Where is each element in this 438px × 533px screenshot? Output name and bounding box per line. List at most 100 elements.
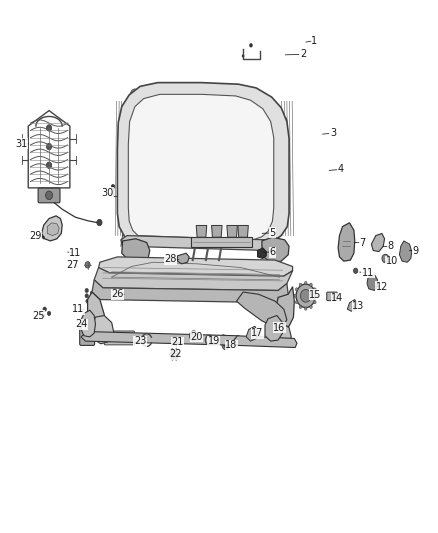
Text: 20: 20 bbox=[190, 332, 202, 342]
Circle shape bbox=[86, 299, 89, 303]
Circle shape bbox=[194, 335, 200, 341]
Text: 11: 11 bbox=[362, 268, 374, 278]
Text: 9: 9 bbox=[412, 246, 418, 255]
Circle shape bbox=[299, 283, 302, 286]
Circle shape bbox=[85, 294, 88, 298]
Circle shape bbox=[304, 281, 307, 285]
Text: 2: 2 bbox=[300, 50, 306, 59]
PathPatch shape bbox=[94, 268, 293, 290]
Text: 21: 21 bbox=[171, 337, 184, 347]
Circle shape bbox=[175, 357, 178, 360]
Circle shape bbox=[90, 296, 94, 301]
PathPatch shape bbox=[88, 292, 106, 337]
Circle shape bbox=[47, 311, 51, 316]
Circle shape bbox=[299, 305, 302, 309]
Circle shape bbox=[283, 157, 287, 163]
Circle shape bbox=[120, 117, 124, 123]
Circle shape bbox=[120, 200, 124, 205]
PathPatch shape bbox=[367, 274, 378, 290]
PathPatch shape bbox=[338, 223, 355, 261]
PathPatch shape bbox=[117, 83, 289, 243]
Circle shape bbox=[46, 125, 52, 131]
Text: 1: 1 bbox=[311, 36, 318, 45]
Circle shape bbox=[133, 335, 138, 341]
Circle shape bbox=[120, 157, 124, 163]
PathPatch shape bbox=[99, 257, 293, 276]
Text: 12: 12 bbox=[376, 282, 388, 292]
Circle shape bbox=[171, 351, 177, 358]
Text: 4: 4 bbox=[338, 165, 344, 174]
Text: 28: 28 bbox=[165, 254, 177, 264]
Circle shape bbox=[46, 143, 52, 150]
Text: 15: 15 bbox=[309, 290, 321, 300]
Circle shape bbox=[41, 313, 45, 318]
Text: 11: 11 bbox=[72, 304, 84, 314]
Text: 5: 5 bbox=[269, 228, 276, 238]
PathPatch shape bbox=[128, 94, 274, 240]
Circle shape bbox=[111, 184, 115, 189]
PathPatch shape bbox=[91, 316, 114, 344]
Circle shape bbox=[131, 89, 139, 100]
Circle shape bbox=[224, 343, 227, 348]
PathPatch shape bbox=[262, 237, 289, 262]
Text: 26: 26 bbox=[111, 289, 124, 299]
FancyBboxPatch shape bbox=[104, 331, 134, 345]
Text: 31: 31 bbox=[15, 139, 27, 149]
PathPatch shape bbox=[81, 310, 95, 337]
Circle shape bbox=[85, 262, 90, 268]
Circle shape bbox=[120, 136, 124, 141]
Circle shape bbox=[221, 335, 226, 341]
Circle shape bbox=[173, 340, 177, 344]
Text: 27: 27 bbox=[66, 261, 78, 270]
Text: 18: 18 bbox=[225, 341, 237, 350]
Circle shape bbox=[85, 288, 88, 293]
Text: 3: 3 bbox=[330, 128, 336, 138]
Circle shape bbox=[177, 353, 180, 356]
Circle shape bbox=[46, 162, 52, 168]
PathPatch shape bbox=[238, 225, 248, 237]
PathPatch shape bbox=[42, 216, 62, 241]
Circle shape bbox=[171, 349, 173, 352]
Text: 17: 17 bbox=[251, 328, 264, 338]
Circle shape bbox=[87, 335, 92, 341]
Text: 16: 16 bbox=[273, 323, 286, 333]
FancyBboxPatch shape bbox=[327, 292, 337, 301]
Text: 22: 22 bbox=[169, 350, 181, 359]
Text: 11: 11 bbox=[69, 248, 81, 258]
Text: 23: 23 bbox=[134, 336, 146, 346]
PathPatch shape bbox=[191, 237, 252, 247]
PathPatch shape bbox=[92, 280, 288, 303]
Text: 25: 25 bbox=[32, 311, 45, 320]
Circle shape bbox=[169, 353, 172, 356]
FancyBboxPatch shape bbox=[80, 327, 95, 345]
Circle shape bbox=[296, 284, 315, 308]
Text: 6: 6 bbox=[269, 247, 276, 257]
Circle shape bbox=[222, 341, 229, 350]
PathPatch shape bbox=[212, 225, 222, 237]
PathPatch shape bbox=[122, 239, 150, 262]
PathPatch shape bbox=[274, 324, 291, 345]
Circle shape bbox=[43, 307, 46, 311]
Circle shape bbox=[175, 349, 178, 352]
Circle shape bbox=[314, 301, 316, 304]
Circle shape bbox=[315, 294, 318, 297]
PathPatch shape bbox=[275, 287, 294, 328]
Circle shape bbox=[295, 288, 298, 291]
PathPatch shape bbox=[233, 336, 297, 348]
PathPatch shape bbox=[265, 316, 283, 341]
PathPatch shape bbox=[399, 241, 412, 262]
PathPatch shape bbox=[81, 332, 242, 345]
PathPatch shape bbox=[196, 225, 207, 237]
Circle shape bbox=[251, 90, 259, 100]
Text: 10: 10 bbox=[386, 256, 398, 266]
PathPatch shape bbox=[227, 225, 237, 237]
Circle shape bbox=[344, 232, 350, 239]
Text: 14: 14 bbox=[331, 294, 343, 303]
PathPatch shape bbox=[246, 326, 258, 341]
Circle shape bbox=[111, 335, 117, 341]
Circle shape bbox=[164, 335, 169, 341]
PathPatch shape bbox=[347, 300, 357, 311]
PathPatch shape bbox=[47, 223, 59, 236]
Circle shape bbox=[353, 268, 358, 273]
Circle shape bbox=[90, 291, 94, 295]
